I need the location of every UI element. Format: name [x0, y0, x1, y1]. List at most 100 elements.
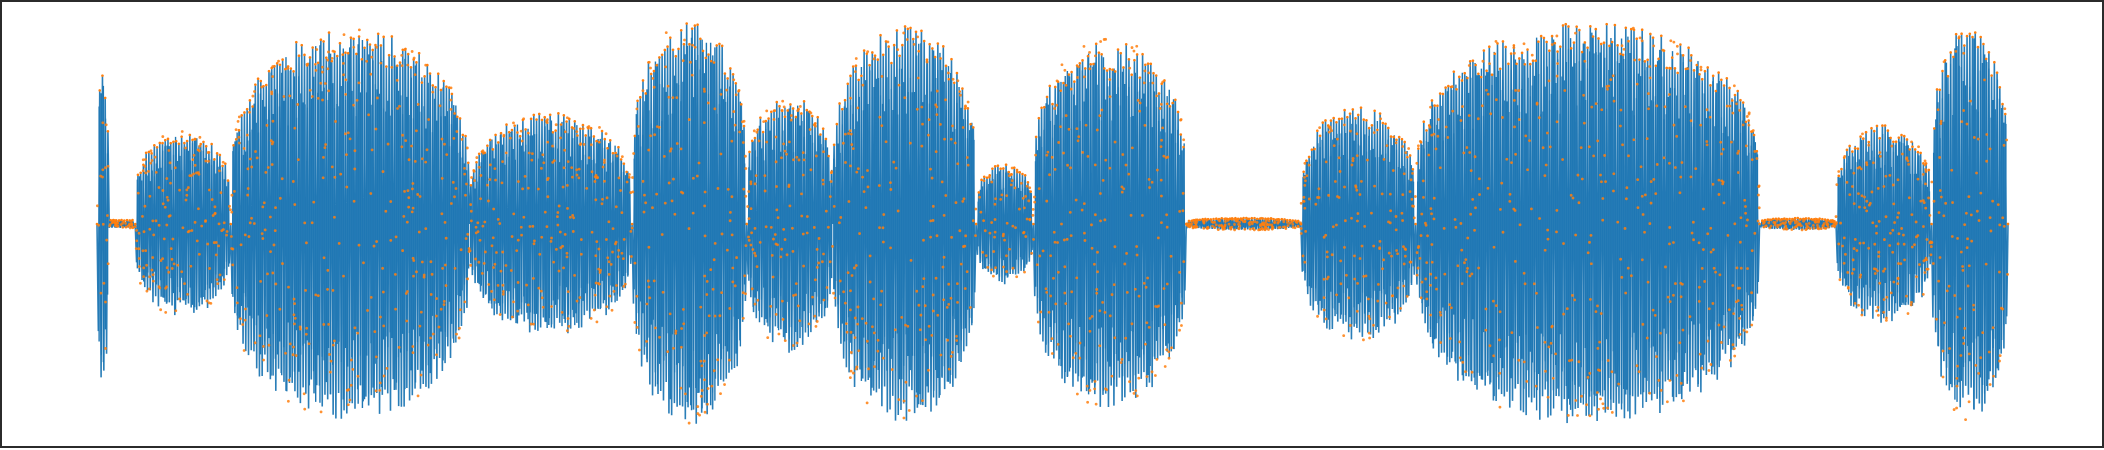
sample-marker: [922, 39, 926, 43]
sample-marker: [288, 94, 292, 98]
sample-marker: [207, 301, 211, 305]
sample-marker: [1988, 383, 1992, 386]
sample-marker: [1167, 356, 1171, 360]
sample-marker: [901, 43, 904, 47]
sample-marker: [927, 324, 931, 328]
sample-marker: [2003, 112, 2007, 116]
sample-marker: [1537, 40, 1540, 43]
sample-marker: [455, 332, 458, 336]
sample-marker: [853, 316, 857, 320]
sample-marker: [666, 350, 670, 354]
sample-marker: [565, 329, 569, 333]
sample-marker: [185, 139, 189, 143]
sample-marker: [1735, 102, 1738, 106]
sample-marker: [950, 57, 953, 61]
sample-marker: [193, 138, 197, 141]
sample-marker: [1583, 59, 1587, 63]
sample-marker: [645, 340, 648, 343]
sample-marker: [759, 116, 762, 119]
sample-marker: [1078, 61, 1082, 65]
sample-marker: [1784, 220, 1788, 224]
sample-marker: [1597, 407, 1600, 411]
sample-marker: [934, 276, 938, 280]
sample-marker: [1096, 270, 1099, 274]
sample-marker: [1575, 25, 1578, 28]
sample-marker: [264, 83, 268, 87]
sample-marker: [641, 79, 645, 82]
sample-marker: [153, 155, 157, 159]
sample-marker: [204, 144, 208, 148]
sample-marker: [1231, 217, 1234, 221]
sample-marker: [498, 313, 502, 316]
sample-marker: [696, 23, 699, 26]
sample-marker: [619, 189, 622, 192]
sample-marker: [1124, 42, 1128, 46]
sample-marker: [454, 187, 458, 190]
sample-marker: [663, 201, 667, 205]
sample-marker: [216, 282, 220, 286]
sample-marker: [308, 88, 312, 92]
sample-marker: [255, 156, 259, 160]
sample-marker: [1353, 254, 1356, 258]
sample-marker: [339, 172, 343, 176]
sample-marker: [1774, 217, 1778, 221]
sample-marker: [1076, 76, 1079, 79]
sample-marker: [1394, 228, 1398, 232]
sample-marker: [1951, 201, 1954, 204]
sample-marker: [1629, 27, 1633, 31]
sample-marker: [278, 196, 282, 200]
sample-marker: [1655, 355, 1658, 358]
sample-marker: [1985, 159, 1989, 163]
sample-marker: [1853, 301, 1857, 305]
sample-marker: [398, 104, 401, 108]
sample-marker: [1459, 222, 1463, 225]
sample-marker: [1425, 297, 1429, 301]
sample-marker: [942, 45, 945, 48]
sample-marker: [1871, 221, 1875, 225]
sample-marker: [438, 104, 442, 108]
sample-marker: [1924, 162, 1928, 165]
sample-marker: [1998, 223, 2002, 227]
sample-marker: [608, 294, 612, 298]
sample-marker: [1335, 120, 1338, 124]
sample-marker: [1402, 262, 1406, 266]
sample-marker: [1518, 223, 1522, 227]
sample-marker: [347, 388, 351, 392]
sample-marker: [744, 292, 747, 296]
sample-marker: [750, 231, 754, 235]
sample-marker: [693, 45, 697, 49]
sample-marker: [807, 322, 811, 326]
sample-marker: [1536, 326, 1539, 329]
sample-marker: [611, 227, 615, 231]
sample-marker: [440, 177, 444, 180]
sample-marker: [1064, 84, 1068, 87]
sample-marker: [149, 161, 152, 165]
sample-marker: [1558, 45, 1562, 48]
sample-marker: [988, 174, 992, 177]
sample-marker: [407, 196, 411, 200]
sample-marker: [1018, 171, 1022, 174]
sample-marker: [1807, 221, 1811, 225]
sample-marker: [381, 266, 384, 270]
sample-marker: [221, 160, 225, 164]
sample-marker: [1264, 226, 1268, 230]
sample-marker: [527, 151, 531, 155]
sample-marker: [700, 364, 704, 368]
sample-marker: [789, 103, 792, 106]
sample-marker: [316, 61, 320, 65]
sample-marker: [1975, 171, 1978, 175]
sample-marker: [554, 123, 558, 127]
sample-marker: [269, 139, 273, 143]
sample-marker: [1434, 147, 1438, 151]
sample-marker: [188, 133, 192, 137]
sample-marker: [964, 234, 968, 238]
sample-marker: [342, 33, 346, 37]
sample-marker: [282, 95, 286, 98]
sample-marker: [1285, 218, 1289, 222]
sample-marker: [154, 219, 158, 223]
sample-marker: [1322, 296, 1326, 300]
sample-marker: [844, 322, 848, 326]
sample-marker: [540, 166, 543, 170]
sample-marker: [594, 198, 598, 202]
sample-marker: [728, 358, 731, 362]
